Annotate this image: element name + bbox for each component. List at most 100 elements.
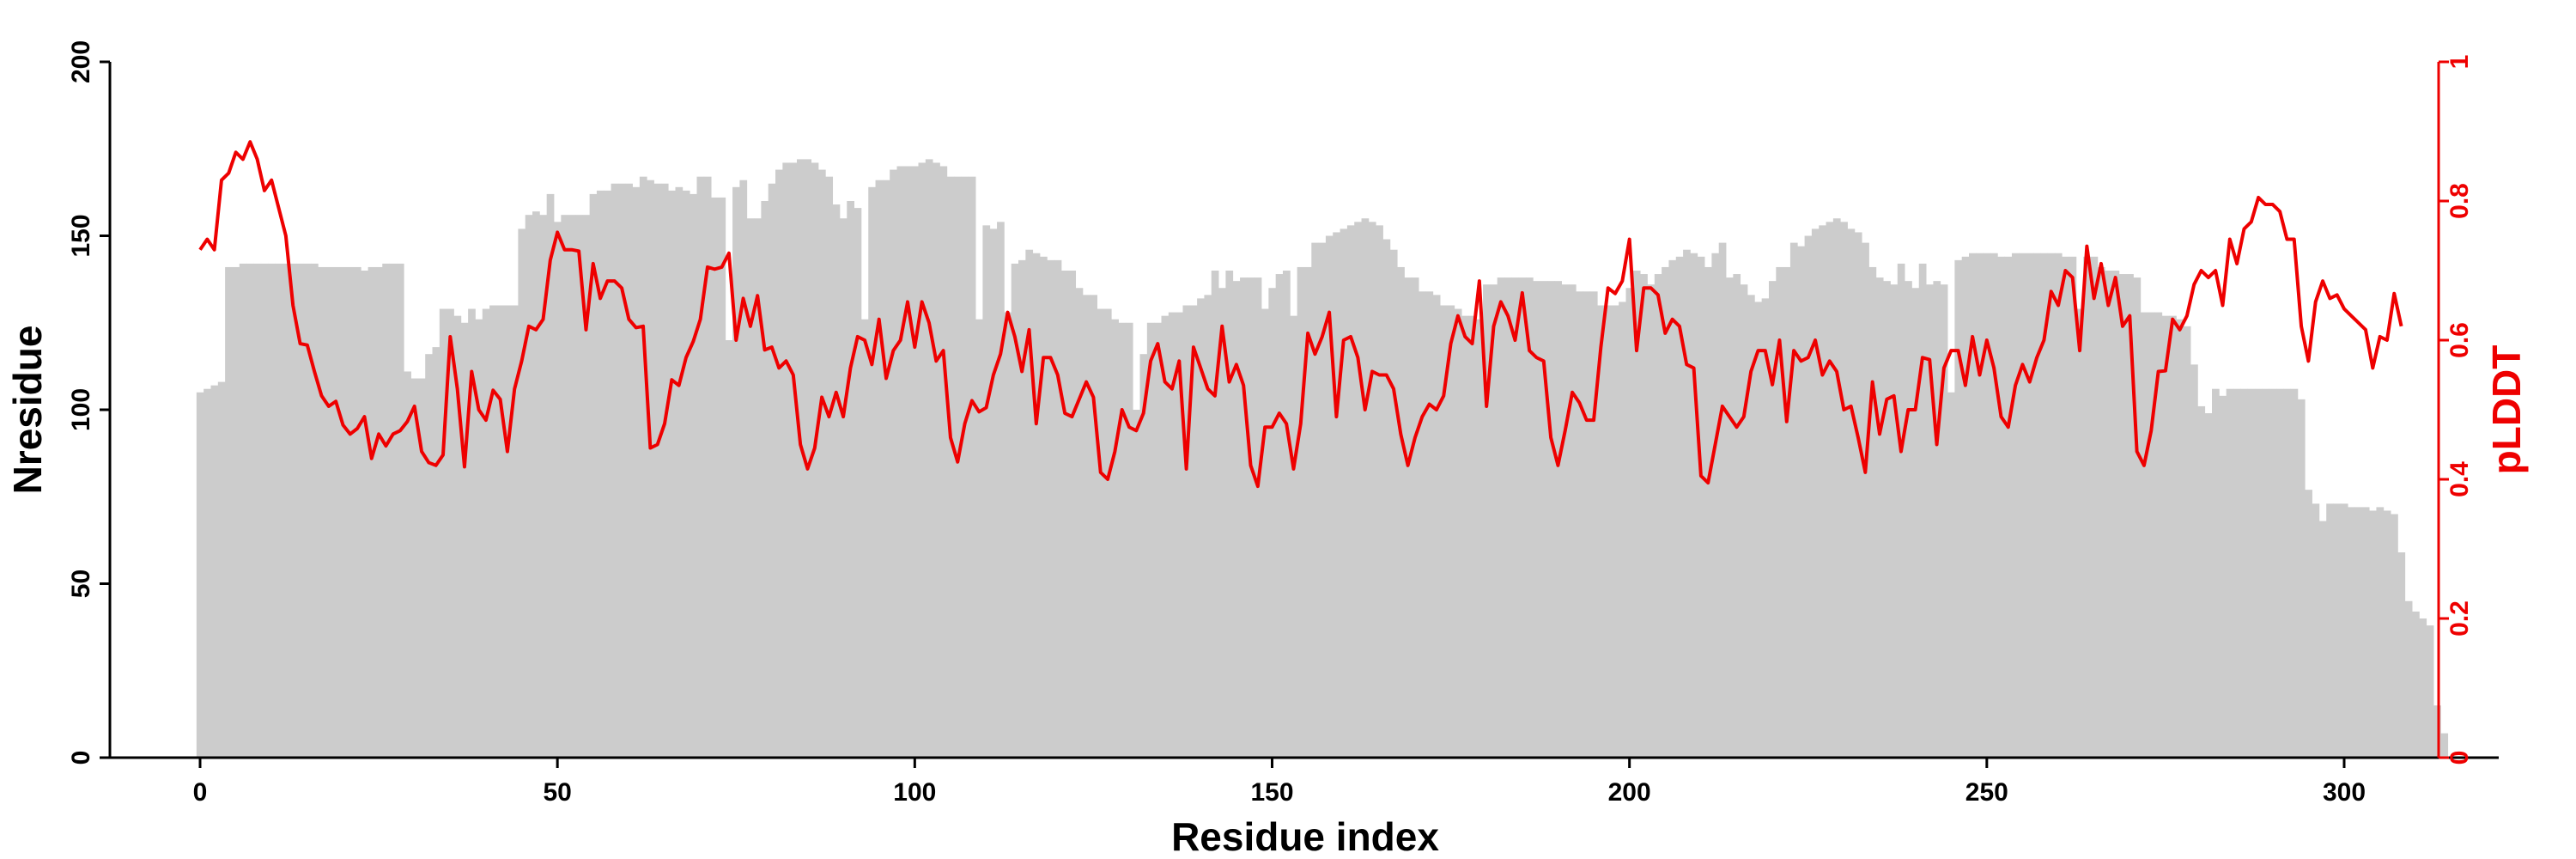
x-tick-label: 250 [1965, 778, 2008, 807]
bar [1039, 256, 1048, 758]
bar [1561, 284, 1570, 758]
x-tick-label: 100 [893, 778, 936, 807]
bar [1133, 410, 1140, 758]
bar [1718, 242, 1727, 758]
bar [2290, 388, 2299, 758]
bar [589, 193, 598, 758]
bar [389, 263, 398, 758]
bar [2219, 395, 2227, 758]
bar [275, 263, 283, 758]
bar [2154, 312, 2163, 758]
y2-tick-label: 0.2 [2445, 600, 2474, 637]
bar [2190, 364, 2198, 758]
bar [1118, 322, 1127, 758]
bar [1168, 312, 1176, 758]
bar [1847, 228, 1856, 758]
bar [1468, 315, 1477, 758]
bar [1897, 263, 1905, 758]
y-tick-label: 100 [67, 388, 95, 431]
bar [1511, 277, 1520, 758]
bar [396, 263, 404, 758]
bar [1004, 312, 1012, 758]
bar [1947, 392, 1955, 758]
bar [682, 190, 690, 758]
bar [675, 186, 683, 758]
bar [503, 305, 512, 758]
bar [2247, 388, 2256, 758]
bar [1733, 274, 1741, 758]
bar [1154, 322, 1162, 758]
bar [1826, 222, 1834, 758]
bar [1589, 291, 1598, 758]
bar [1997, 256, 2006, 758]
bar [1711, 253, 1720, 758]
bar [1176, 312, 1183, 758]
bar [1926, 284, 1934, 758]
bar [1440, 305, 1448, 758]
bar [1969, 253, 1977, 758]
bar [482, 308, 490, 758]
x-tick-label: 200 [1608, 778, 1651, 807]
bar [1411, 277, 1419, 758]
bar [453, 315, 462, 758]
bar [611, 183, 619, 758]
bar [868, 186, 876, 758]
bar [1268, 288, 1277, 758]
bar [1025, 249, 1034, 758]
bar [2419, 618, 2427, 758]
bar [1504, 277, 1512, 758]
bar [825, 176, 834, 758]
bar [1189, 305, 1198, 758]
bar [775, 169, 783, 758]
bar [989, 228, 998, 758]
bar [525, 215, 533, 758]
bar [1125, 322, 1133, 758]
bar [2297, 399, 2306, 758]
bar [2404, 600, 2413, 758]
bar [1497, 277, 1505, 758]
bar [2062, 256, 2069, 758]
bar [339, 266, 348, 758]
bar [1382, 239, 1391, 758]
bar [2204, 413, 2213, 758]
bar [253, 263, 262, 758]
bar [1211, 271, 1219, 758]
bar [368, 266, 376, 758]
bar [2054, 253, 2063, 758]
bar [2348, 507, 2355, 758]
bar [2226, 388, 2234, 758]
bar [1376, 225, 1383, 758]
bar [2118, 274, 2127, 758]
bar [2254, 388, 2263, 758]
bar [2433, 705, 2441, 758]
bar [653, 183, 662, 758]
bar [1318, 242, 1327, 758]
bar [1568, 284, 1577, 758]
bar [1554, 281, 1562, 758]
bar [1747, 295, 1755, 758]
bar [210, 385, 219, 758]
bar [1819, 225, 1826, 758]
bar [1868, 266, 1877, 758]
bar [903, 166, 912, 758]
bar [2026, 253, 2034, 758]
bar [303, 263, 312, 758]
bar [1611, 305, 1619, 758]
x-tick-label: 150 [1250, 778, 1293, 807]
bar [239, 263, 247, 758]
bar [1668, 259, 1677, 758]
bar [1940, 284, 1948, 758]
bar [532, 211, 540, 758]
bar [2269, 388, 2277, 758]
bar [1247, 277, 1255, 758]
bar [2083, 256, 2091, 758]
bar [1240, 277, 1248, 758]
bar [1576, 291, 1583, 758]
bar [1597, 305, 1605, 758]
bar [468, 308, 476, 758]
y-tick-label: 200 [67, 40, 95, 83]
bar [1783, 266, 1791, 758]
bar [1333, 232, 1340, 758]
bar [2075, 308, 2084, 758]
